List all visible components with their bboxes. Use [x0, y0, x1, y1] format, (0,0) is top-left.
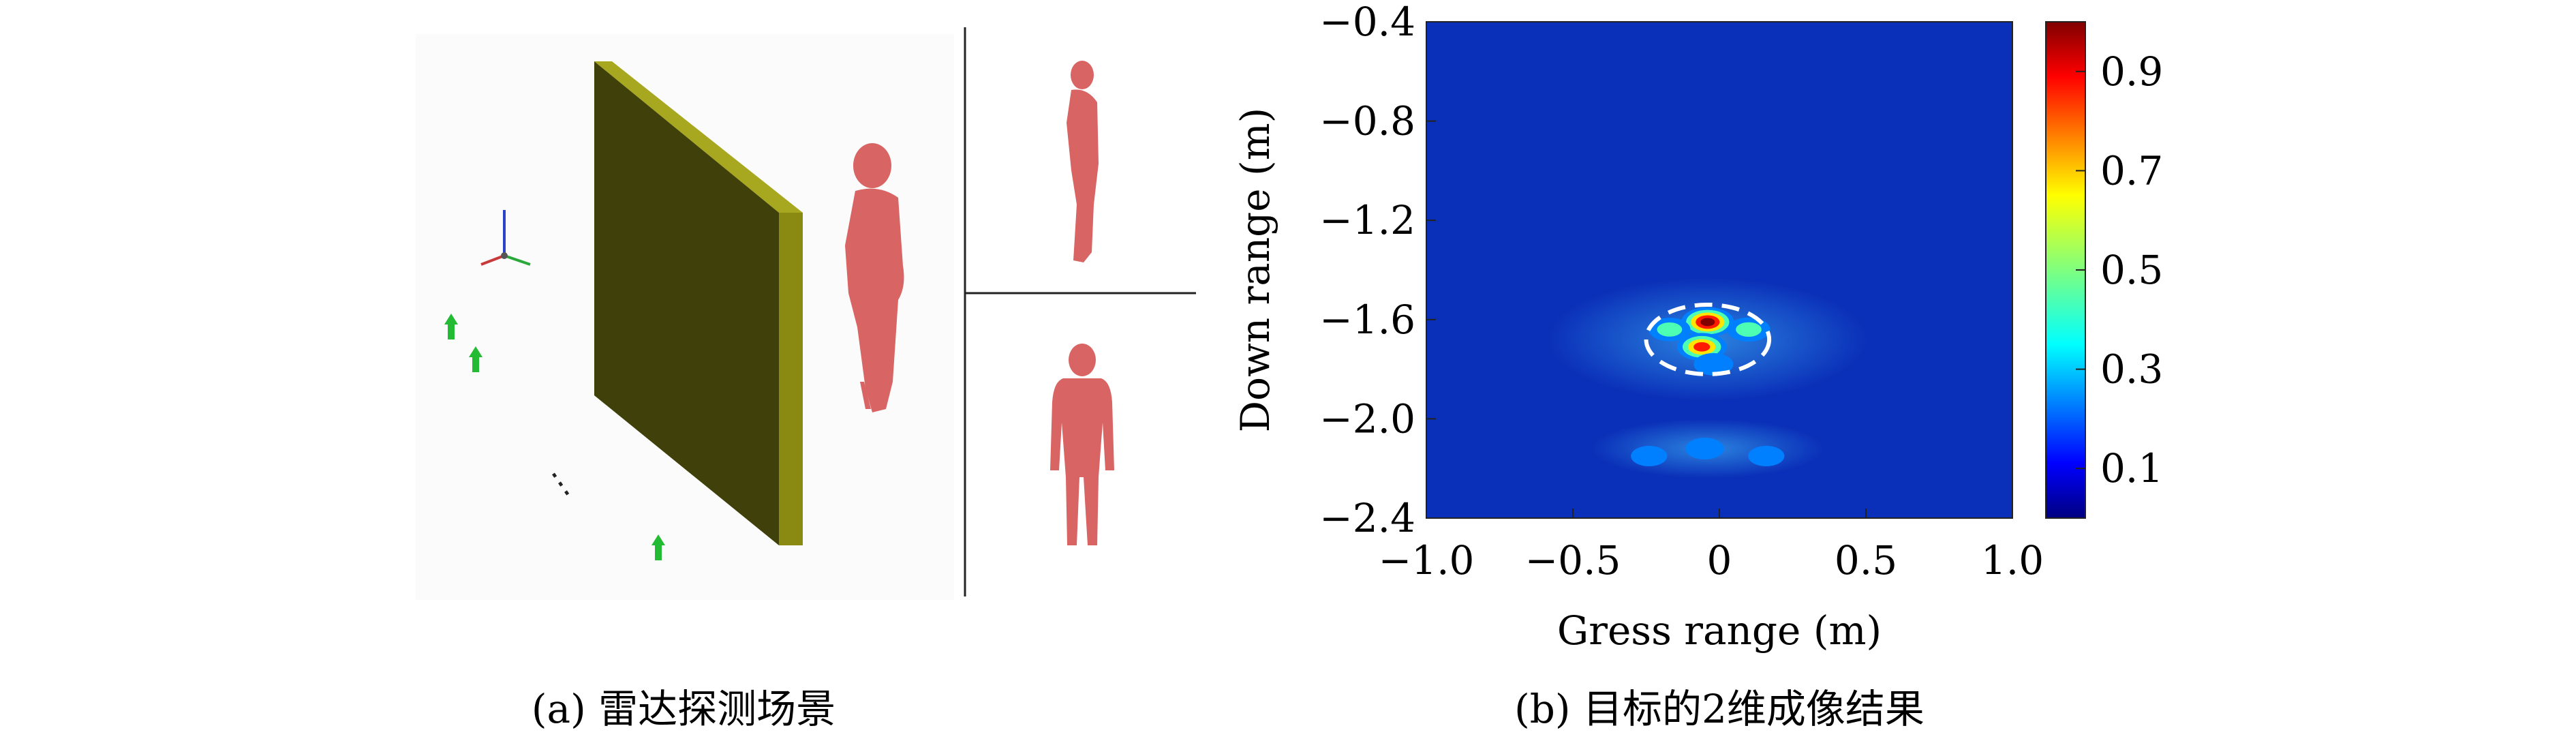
hotspot-ring	[1685, 438, 1724, 460]
colorbar-ticks: 0.1 0.3 0.5 0.7 0.9	[2076, 48, 2163, 492]
hotspot	[1681, 307, 1734, 337]
hotspot-ring	[1657, 322, 1683, 337]
x-tick-label: 0	[1707, 537, 1732, 584]
x-tick-label: 1.0	[1981, 537, 2044, 584]
hotspot-ring	[1748, 445, 1785, 467]
caption-a: (a) 雷达探测场景	[532, 686, 835, 732]
hotspot-ring	[1736, 322, 1762, 337]
hotspot-ring	[1700, 318, 1715, 327]
y-tick-label: −1.6	[1319, 297, 1415, 343]
x-axis-label: Gress range (m)	[1557, 607, 1882, 654]
y-tick-label: −1.2	[1319, 197, 1415, 243]
human-side-view-icon	[1067, 61, 1099, 262]
antenna-icon	[651, 534, 665, 560]
scene-panel: ⋮	[416, 27, 1196, 600]
antenna-icon	[444, 314, 458, 339]
human-figure-icon	[845, 143, 904, 412]
human-front-view-icon	[1050, 344, 1114, 545]
x-axis: −1.0 −0.5 0 0.5 1.0	[1379, 509, 2044, 584]
hotspot-ring	[1631, 445, 1668, 467]
colorbar-tick-label: 0.3	[2100, 346, 2163, 393]
caption-b: (b) 目标的2维成像结果	[1514, 686, 1925, 732]
hotspot-ring	[1693, 352, 1734, 376]
y-axis: −0.4 −0.8 −1.2 −1.6 −2.0 −2.4	[1319, 0, 1436, 541]
hotspot	[1676, 333, 1727, 361]
hotspot	[1748, 445, 1785, 467]
x-tick-label: 0.5	[1835, 537, 1897, 584]
hotspot-layer	[1631, 307, 1785, 467]
hotspot	[1727, 317, 1770, 342]
x-tick-label: −0.5	[1525, 537, 1621, 584]
y-tick-label: −0.4	[1319, 0, 1415, 45]
heatmap-chart: −0.4 −0.8 −1.2 −1.6 −2.0 −2.4 −1.0 −0.5 0 0.5 1.0…	[1232, 0, 2163, 654]
wall	[594, 61, 803, 545]
y-tick-label: −0.8	[1319, 98, 1415, 145]
hotspot	[1631, 445, 1668, 467]
hotspot	[1649, 318, 1691, 342]
target-annotation-ellipse	[1644, 302, 1772, 376]
hotspot-ring	[1693, 342, 1711, 352]
antenna-icon	[469, 346, 482, 372]
hotspot	[1693, 352, 1734, 376]
axis-triad-icon	[480, 210, 531, 266]
y-tick-label: −2.4	[1319, 495, 1415, 541]
x-tick-label: −1.0	[1379, 537, 1475, 584]
colorbar-tick-label: 0.5	[2100, 247, 2163, 293]
hotspot	[1685, 438, 1724, 460]
y-axis-label: Down range (m)	[1232, 108, 1278, 433]
colorbar-tick-label: 0.9	[2100, 48, 2163, 95]
y-tick-label: −2.0	[1319, 395, 1415, 442]
colorbar-tick-label: 0.7	[2100, 147, 2163, 194]
colorbar-tick-label: 0.1	[2100, 445, 2163, 492]
